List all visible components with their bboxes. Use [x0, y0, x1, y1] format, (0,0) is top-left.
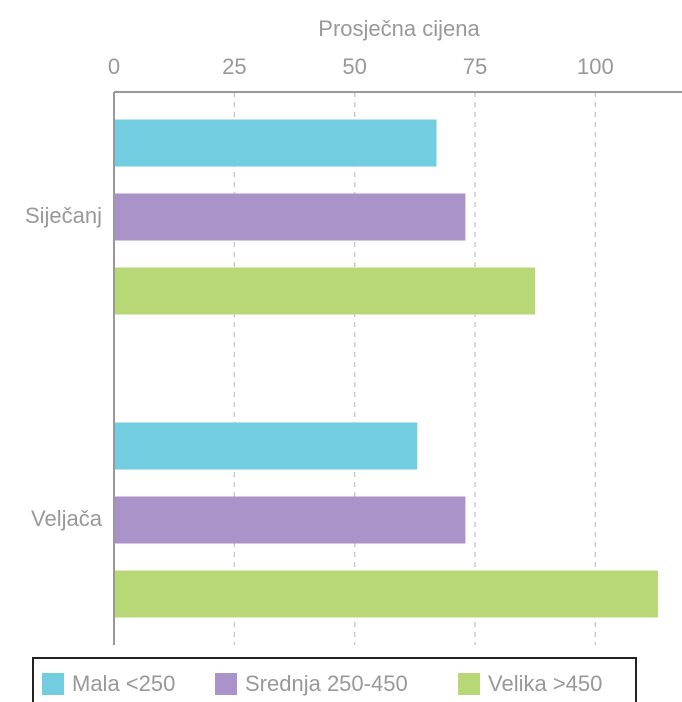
bar	[114, 570, 658, 618]
legend-swatch	[215, 673, 237, 695]
legend-label: Mala <250	[72, 671, 175, 696]
bar	[114, 496, 466, 544]
y-tick-label: Siječanj	[25, 203, 102, 228]
x-axis-title: Prosječna cijena	[318, 16, 480, 41]
x-tick-label: 75	[463, 54, 487, 79]
legend-swatch	[42, 673, 64, 695]
x-tick-label: 25	[222, 54, 246, 79]
x-tick-label: 0	[108, 54, 120, 79]
legend-swatch	[458, 673, 480, 695]
legend-box	[32, 657, 637, 702]
bar	[114, 422, 418, 470]
x-tick-label: 100	[577, 54, 614, 79]
bar	[114, 119, 437, 167]
x-tick-label: 50	[342, 54, 366, 79]
legend-label: Velika >450	[488, 671, 602, 696]
bar	[114, 267, 536, 315]
bar	[114, 193, 466, 241]
y-tick-label: Veljača	[31, 506, 103, 531]
legend-label: Srednja 250-450	[245, 671, 408, 696]
